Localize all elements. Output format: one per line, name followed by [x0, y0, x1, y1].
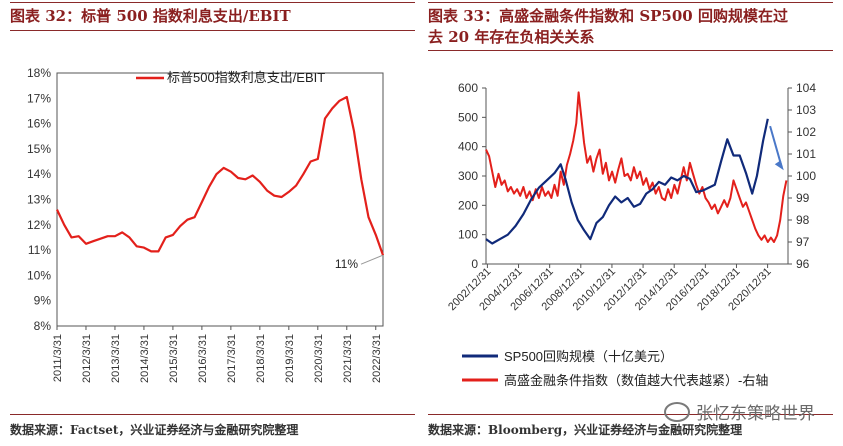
y-tick-label: 400 — [458, 140, 478, 154]
x-tick-label: 2021/3/31 — [342, 334, 354, 383]
y-tick-label: 10% — [27, 268, 51, 282]
right-source-note: 数据来源：Bloomberg，兴业证券经济与金融研究院整理 — [428, 423, 743, 437]
right-chart-title-line1: 图表 33：高盛金融条件指数和 SP500 回购规模在过 — [428, 7, 788, 25]
annotation-label: 11% — [335, 257, 358, 271]
y-tick-label: 18% — [27, 66, 51, 80]
series-line-buyback — [485, 118, 769, 245]
y2-tick-label: 96 — [796, 257, 810, 271]
y2-tick-label: 102 — [796, 125, 816, 139]
watermark-text: 张忆东策略世界 — [696, 404, 815, 424]
y-tick-label: 500 — [458, 110, 478, 124]
y-tick-label: 13% — [27, 193, 51, 207]
x-tick-label: 2015/3/31 — [168, 334, 180, 383]
legend-label: 标普500指数利息支出/EBIT — [167, 70, 325, 85]
y2-tick-label: 100 — [796, 169, 816, 183]
series-line-gs-fci — [485, 91, 788, 243]
right-title-rule-bottom — [428, 50, 833, 51]
right-chart-title-line2: 去 20 年存在负相关关系 — [428, 28, 595, 46]
y-tick-label: 15% — [27, 142, 51, 156]
x-tick-label: 2013/3/31 — [110, 334, 122, 383]
plot-frame — [56, 72, 384, 327]
x-tick-label: 2016/3/31 — [197, 334, 209, 383]
y2-tick-label: 97 — [796, 235, 810, 249]
right-source-rule — [428, 414, 833, 415]
y-tick-label: 11% — [28, 243, 51, 257]
watermark: 张忆东策略世界 — [664, 399, 815, 424]
y-tick-label: 14% — [27, 167, 51, 181]
y-tick-label: 17% — [27, 91, 51, 105]
x-tick-label: 2011/3/31 — [52, 334, 64, 382]
annotation-leader — [360, 254, 384, 265]
trend-arrow-shaft — [769, 125, 783, 168]
wechat-icon — [664, 401, 690, 422]
y2-tick-label: 98 — [796, 213, 810, 227]
left-source-rule — [10, 414, 415, 415]
left-title-rule-bottom — [10, 30, 415, 31]
y-tick-label: 100 — [458, 228, 478, 242]
y-tick-label: 9% — [34, 294, 52, 308]
y2-tick-label: 101 — [796, 147, 816, 161]
legend-label-gs-fci: 高盛金融条件指数（数值越大代表越紧）-右轴 — [504, 373, 768, 388]
left-chart: 8% 9% 10% 11% 12% 13% 14% 15% 16% 17% 18% 2011/3/31… — [27, 66, 385, 383]
y-tick-label: 16% — [27, 117, 51, 131]
x-tick-label: 2014/3/31 — [139, 334, 151, 383]
y2-tick-label: 104 — [796, 81, 816, 95]
left-chart-title: 图表 32：标普 500 指数利息支出/EBIT — [10, 7, 291, 25]
right-chart: 0 100 200 300 400 500 600 96 97 98 99 100 101 102 103 1… — [446, 81, 816, 388]
y2-tick-label: 99 — [796, 191, 810, 205]
left-source-note: 数据来源：Factset，兴业证券经济与金融研究院整理 — [10, 423, 299, 437]
x-tick-label: 2012/3/31 — [81, 334, 93, 383]
x-tick-label: 2017/3/31 — [226, 334, 238, 383]
y-tick-label: 8% — [34, 319, 52, 333]
left-title-rule-top — [10, 2, 415, 3]
y-tick-label: 0 — [471, 257, 478, 271]
x-tick-label: 2022/3/31 — [371, 334, 383, 383]
y-tick-label: 200 — [458, 198, 478, 212]
y-tick-label: 12% — [27, 218, 51, 232]
right-title-rule-top — [428, 2, 833, 3]
trend-arrow-head — [774, 160, 784, 171]
x-tick-label: 2020/3/31 — [313, 334, 325, 383]
y2-tick-label: 103 — [796, 103, 816, 117]
series-line-interest-ebit — [56, 95, 385, 256]
y-tick-label: 600 — [458, 81, 478, 95]
y-tick-label: 300 — [458, 169, 478, 183]
legend-label-buyback: SP500回购规模（十亿美元） — [504, 349, 673, 364]
x-tick-label: 2019/3/31 — [284, 334, 296, 383]
x-tick-label: 2018/3/31 — [255, 334, 267, 383]
